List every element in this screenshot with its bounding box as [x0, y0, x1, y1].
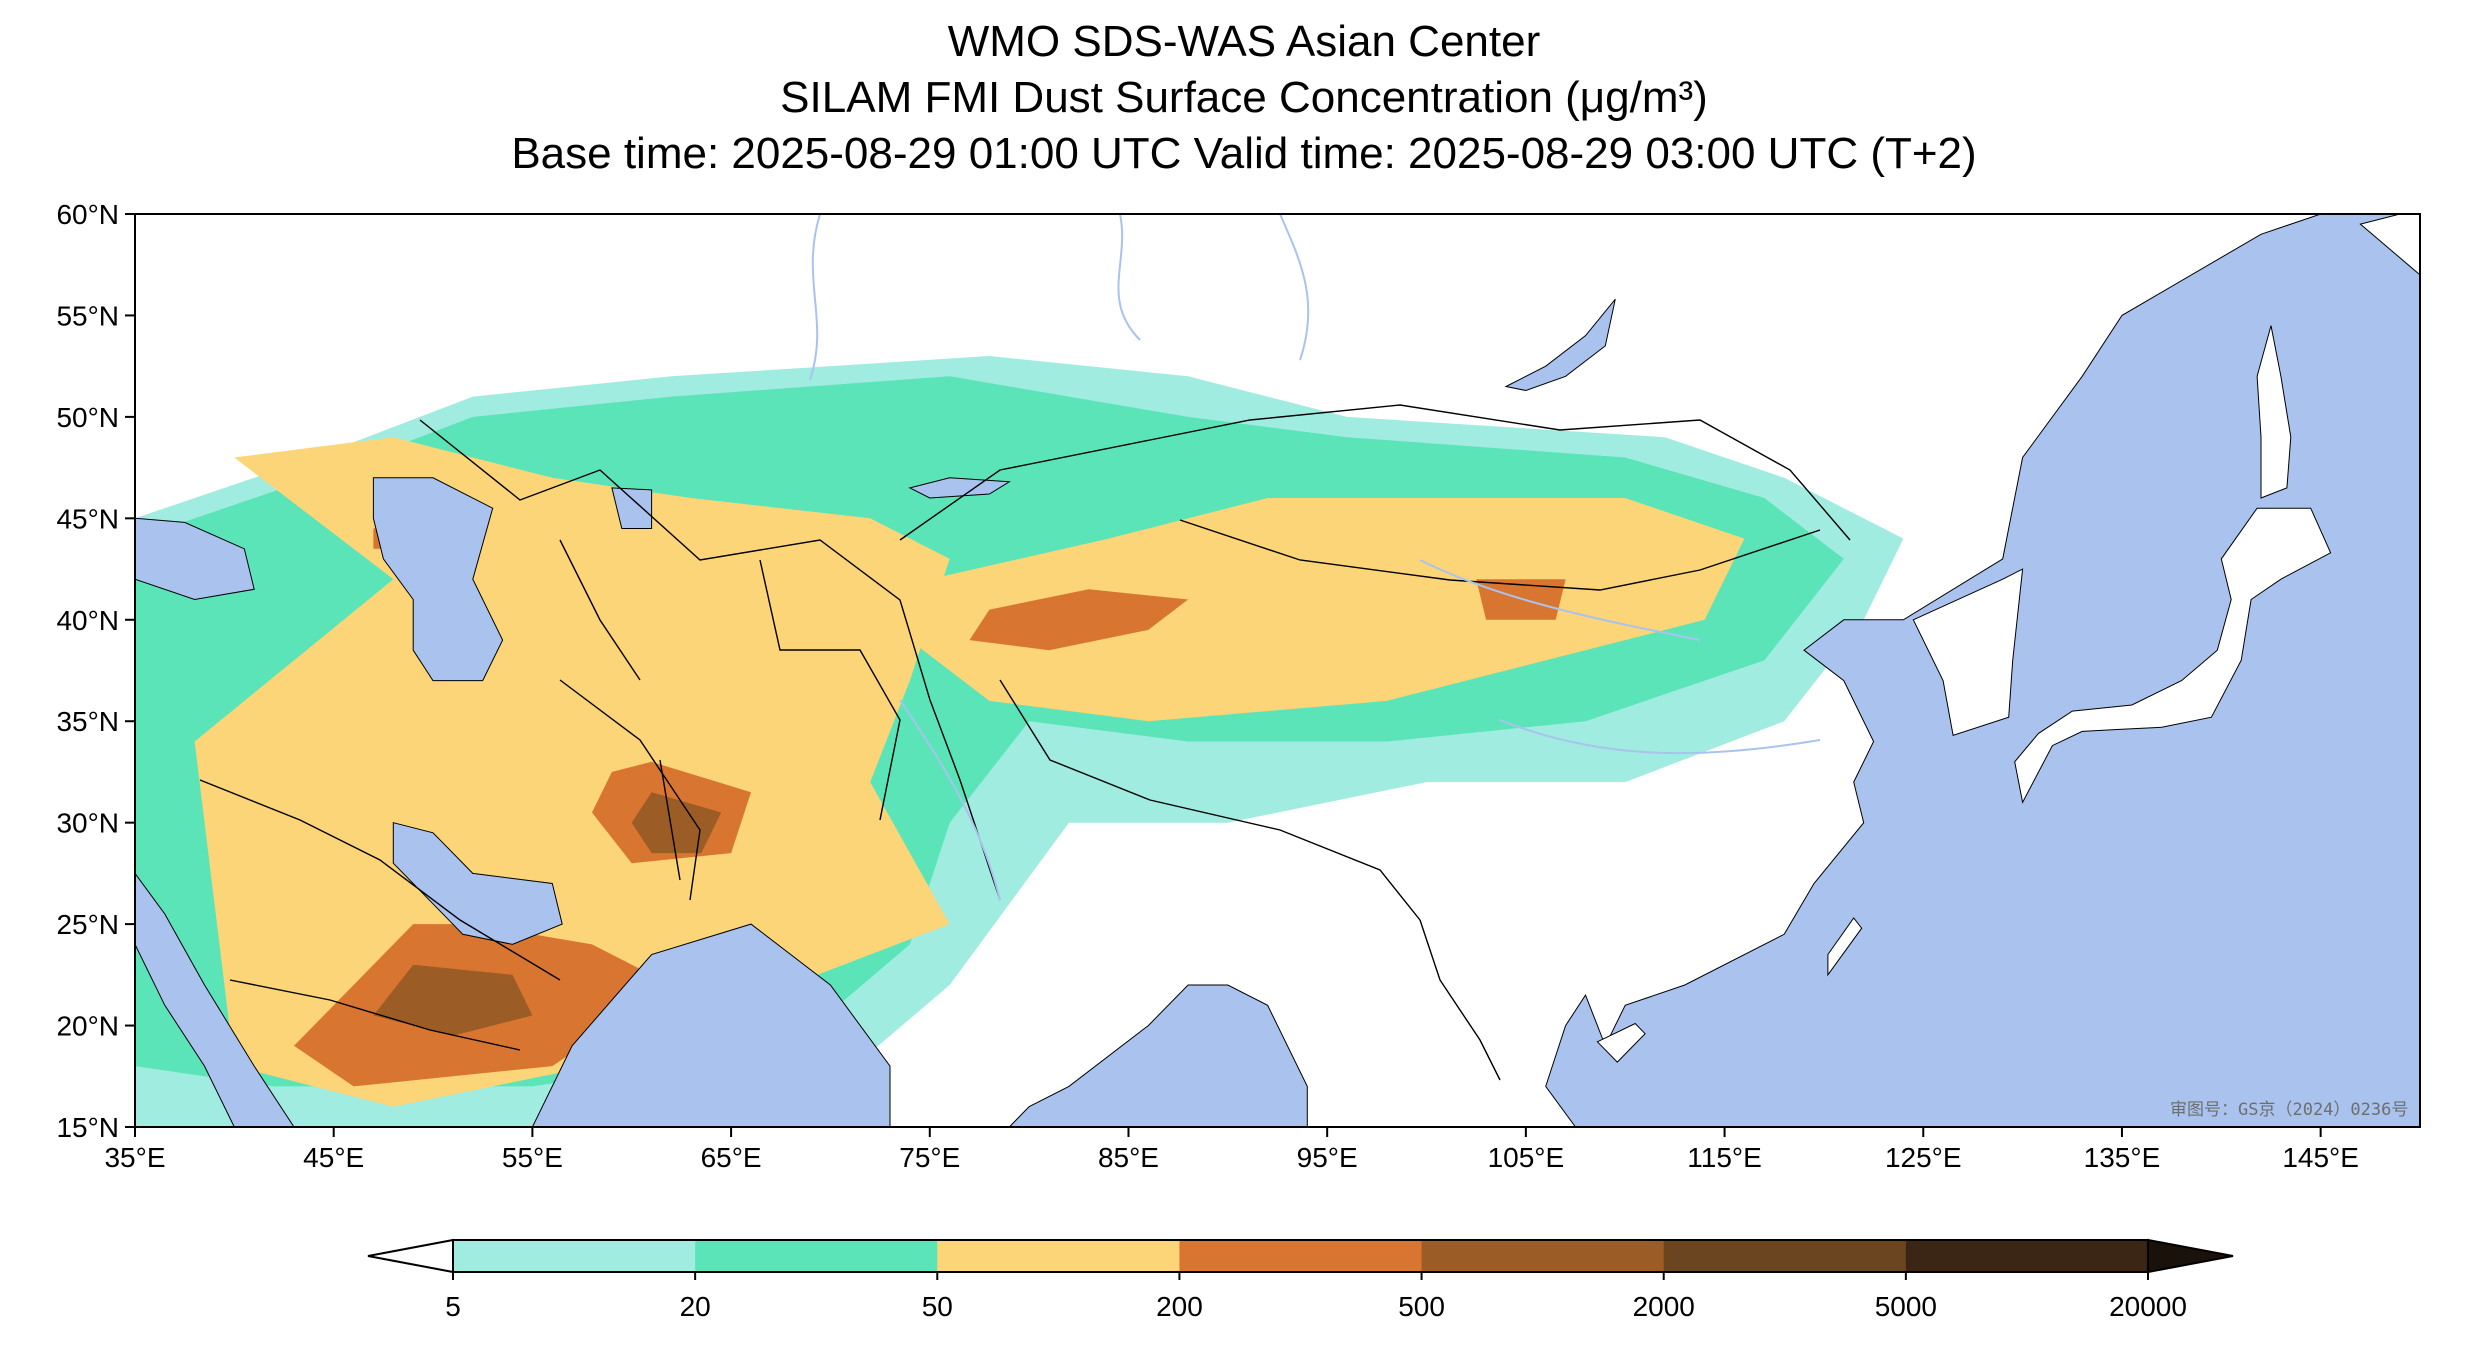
- kamchatka-coast: [2359, 214, 2420, 276]
- lat-tick-label: 60°N: [56, 199, 119, 230]
- red-sea: [135, 872, 295, 1127]
- country-boundaries: [199, 404, 1851, 1081]
- colorbar-over-arrow: [2147, 1238, 2234, 1274]
- dust-region-level-5: [373, 964, 533, 1036]
- caspian-sea: [372, 477, 504, 682]
- boundary-line: [559, 539, 641, 681]
- boundary-line: [559, 679, 701, 901]
- map-frame: [134, 213, 2421, 1128]
- colorbar-segment: [1663, 1240, 1907, 1272]
- lat-tick-label: 35°N: [56, 706, 119, 737]
- colorbar-tick-label: 200: [1156, 1291, 1203, 1322]
- lon-tick-label: 95°E: [1297, 1142, 1358, 1173]
- lat-tick-label: 50°N: [56, 402, 119, 433]
- lon-tick-label: 65°E: [701, 1142, 762, 1173]
- river-line: [1279, 214, 1310, 361]
- boundary-line: [759, 559, 901, 821]
- lon-tick-label: 135°E: [2084, 1142, 2161, 1173]
- map-plot-area: [135, 214, 2420, 1127]
- korea: [1912, 568, 2024, 737]
- black-sea: [135, 517, 255, 601]
- lat-tick-label: 55°N: [56, 300, 119, 331]
- baikal-lake: [1504, 298, 1616, 392]
- rivers: [809, 214, 1821, 901]
- sakhalin: [2256, 325, 2292, 499]
- colorbar-segment: [695, 1240, 938, 1272]
- colorbar-segment: [1179, 1240, 1423, 1272]
- aral-sea: [611, 487, 653, 529]
- boundary-line: [229, 979, 521, 1051]
- title-line-3: Base time: 2025-08-29 01:00 UTC Valid ti…: [511, 129, 1977, 178]
- lon-tick-label: 85°E: [1098, 1142, 1159, 1173]
- lon-tick-label: 115°E: [1687, 1142, 1762, 1173]
- taiwan: [1827, 917, 1863, 977]
- lon-tick-label: 125°E: [1885, 1142, 1962, 1173]
- lat-tick-label: 40°N: [56, 605, 119, 636]
- lat-tick-label: 15°N: [56, 1112, 119, 1143]
- lon-tick-label: 45°E: [303, 1142, 364, 1173]
- axis-ticks: 35°E 45°E 55°E 65°E 75°E 85°E 95°E 105°E 115°E 12…: [56, 199, 2359, 1173]
- river-line: [899, 699, 1001, 901]
- chart-title: WMO SDS-WAS Asian Center SILAM FMI Dust …: [0, 14, 2488, 182]
- colorbar-tick-label: 50: [922, 1291, 953, 1322]
- river-line: [1419, 559, 1701, 641]
- boundary-line: [1179, 519, 1821, 591]
- boundary-line: [199, 779, 561, 981]
- colorbar-segment: [937, 1240, 1180, 1272]
- colorbar-under-arrow: [367, 1238, 454, 1274]
- bay-of-bengal: [1008, 984, 1308, 1127]
- lon-tick-label: 145°E: [2282, 1142, 2359, 1173]
- colorbar-segment: [1905, 1240, 2149, 1272]
- colorbar-tick-label: 20000: [2109, 1291, 2187, 1322]
- islands-layer: [1596, 214, 2420, 1063]
- colorbar-segment: [453, 1240, 696, 1272]
- persian-gulf: [392, 822, 563, 945]
- river-line: [1117, 214, 1141, 341]
- balkhash-lake: [908, 477, 1011, 499]
- lat-tick-label: 45°N: [56, 503, 119, 534]
- lat-tick-label: 20°N: [56, 1011, 119, 1042]
- colorbar-frame: [452, 1239, 2149, 1273]
- lon-tick-label: 75°E: [899, 1142, 960, 1173]
- title-line-1: WMO SDS-WAS Asian Center: [947, 17, 1541, 66]
- dust-region-level-4: [969, 589, 1189, 651]
- lat-tick-label: 30°N: [56, 808, 119, 839]
- japan: [2014, 507, 2332, 804]
- colorbar-tick-label: 500: [1398, 1291, 1445, 1322]
- boundary-line: [419, 419, 1001, 901]
- colorbar-segment: [1421, 1240, 1665, 1272]
- boundary-line: [659, 759, 681, 881]
- lat-tick-label: 25°N: [56, 909, 119, 940]
- arabian-sea: [531, 923, 891, 1127]
- title-line-2: SILAM FMI Dust Surface Concentration (μg…: [780, 73, 1708, 122]
- river-line: [1499, 719, 1821, 755]
- colorbar-tick-label: 5: [445, 1291, 461, 1322]
- lon-tick-label: 55°E: [502, 1142, 563, 1173]
- dust-region-level-3: [909, 498, 1745, 722]
- boundary-line: [999, 679, 1421, 921]
- lon-tick-label: 105°E: [1488, 1142, 1565, 1173]
- colorbar: 5 20 50 200 500 2000 5000 20000: [367, 1238, 2234, 1322]
- hainan: [1596, 1022, 1646, 1063]
- dust-layer: [135, 356, 1904, 1127]
- boundary-line: [1419, 919, 1501, 1081]
- map-approval-watermark: 审图号：GS京（2024）0236号: [2170, 1100, 2409, 1120]
- colorbar-tick-label: 5000: [1875, 1291, 1937, 1322]
- boundary-line: [899, 404, 1851, 541]
- river-line: [809, 214, 821, 381]
- colorbar-tick-label: 2000: [1633, 1291, 1695, 1322]
- lon-tick-label: 35°E: [104, 1142, 165, 1173]
- colorbar-tick-label: 20: [680, 1291, 711, 1322]
